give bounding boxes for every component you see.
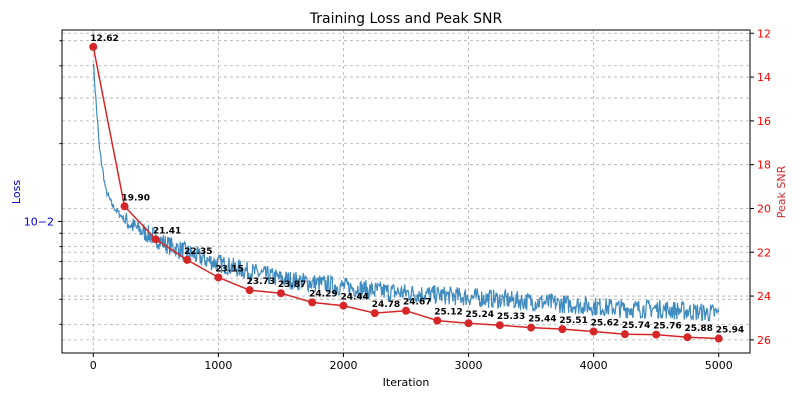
snr-point: [245, 286, 254, 295]
snr-point: [151, 235, 160, 244]
right-tick-label: 26: [757, 334, 771, 347]
x-tick-label: 3000: [455, 359, 483, 372]
snr-data-label: 21.41: [153, 226, 181, 236]
snr-point: [683, 333, 692, 342]
snr-data-label: 25.51: [559, 316, 587, 326]
snr-point: [370, 309, 379, 318]
snr-point: [527, 323, 536, 332]
snr-point: [714, 334, 723, 343]
left-axis-label: Loss: [10, 180, 23, 204]
grid: [62, 30, 750, 353]
snr-data-label: 25.94: [716, 326, 744, 336]
snr-point: [214, 273, 223, 282]
snr-data-label: 25.44: [528, 315, 556, 325]
snr-data-label: 19.90: [122, 193, 150, 203]
snr-point: [89, 42, 98, 51]
snr-data-label: 23.73: [247, 277, 275, 287]
snr-point: [652, 330, 661, 339]
snr-data-label: 25.88: [684, 324, 712, 334]
right-tick-label: 18: [757, 159, 771, 172]
right-tick-label: 22: [757, 246, 771, 259]
x-axis-label: Iteration: [383, 376, 430, 389]
snr-data-label: 24.67: [403, 298, 431, 308]
snr-point: [402, 306, 410, 315]
snr-data-label: 25.62: [591, 319, 619, 329]
snr-point: [183, 255, 192, 264]
right-tick-label: 14: [757, 71, 771, 84]
snr-point: [308, 298, 317, 307]
snr-point: [495, 321, 504, 330]
snr-data-label: 25.33: [497, 312, 525, 322]
snr-point: [558, 325, 567, 334]
right-tick-label: 20: [757, 202, 771, 215]
loss-line: [92, 63, 720, 322]
snr-point: [464, 319, 473, 328]
snr-data-label: 25.74: [622, 321, 650, 331]
x-tick-label: 2000: [329, 359, 357, 372]
snr-point: [339, 301, 348, 310]
axes: 0 1000 2000 3000 4000 5000 10−2 12 14 16 18 20 22 24 2…: [24, 27, 771, 372]
snr-data-label: 24.29: [309, 289, 337, 299]
x-tick-label: 1000: [204, 359, 232, 372]
snr-point: [589, 327, 598, 336]
left-tick-label: 10−2: [24, 215, 54, 228]
snr-data-label: 25.12: [434, 308, 462, 318]
snr-point: [620, 330, 629, 339]
snr-point: [120, 202, 129, 211]
snr-data-label: 24.44: [340, 293, 368, 303]
x-tick-label: 5000: [705, 359, 733, 372]
snr-series: [89, 42, 723, 343]
snr-data-label: 23.87: [278, 280, 306, 290]
snr-data-label: 12.62: [90, 34, 118, 44]
snr-data-label: 24.78: [372, 300, 400, 310]
snr-data-label: 23.15: [215, 264, 243, 274]
right-tick-label: 12: [757, 27, 771, 40]
right-tick-label: 24: [757, 290, 771, 303]
snr-data-label: 25.76: [653, 322, 681, 332]
snr-data-label: 25.24: [466, 310, 494, 320]
x-tick-label: 0: [90, 359, 97, 372]
right-tick-label: 16: [757, 115, 771, 128]
snr-data-label: 22.35: [184, 247, 212, 257]
snr-point: [276, 289, 285, 298]
right-axis-label: Peak SNR: [775, 165, 788, 218]
snr-point: [433, 316, 442, 325]
chart-title: Training Loss and Peak SNR: [309, 11, 503, 27]
loss-series: [92, 63, 720, 322]
x-tick-label: 4000: [580, 359, 608, 372]
plot-frame: [61, 29, 751, 354]
